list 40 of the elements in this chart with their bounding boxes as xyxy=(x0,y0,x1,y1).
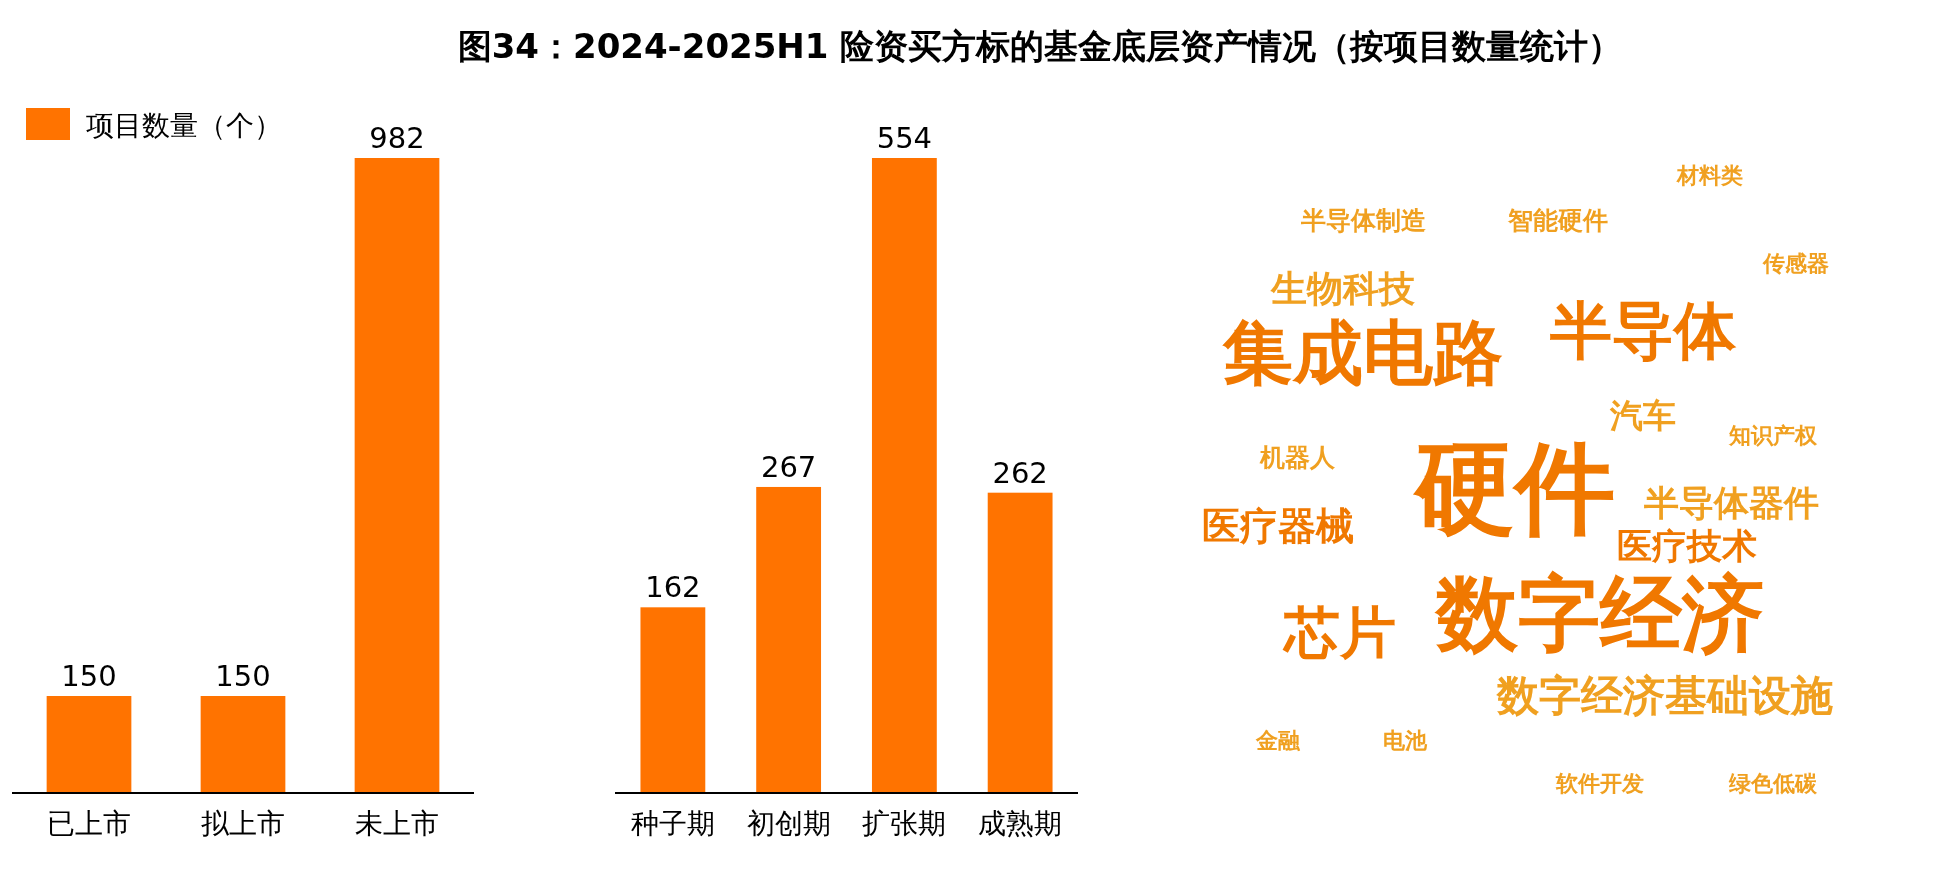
text: 半导体 xyxy=(1549,294,1737,368)
text: 金融 xyxy=(1255,727,1301,753)
text: 数字经济基础设施 xyxy=(1496,671,1833,721)
x-tick-label: 初创期 xyxy=(746,807,831,840)
text: 传感器 xyxy=(1762,250,1829,276)
x-tick-label: 拟上市 xyxy=(201,807,285,840)
data-label: 162 xyxy=(645,570,701,605)
text: 软件开发 xyxy=(1555,770,1644,796)
x-tick-label: 种子期 xyxy=(630,807,715,840)
text: 半导体制造 xyxy=(1299,206,1426,235)
x-tick-label: 扩张期 xyxy=(862,807,947,840)
text: 生物科技 xyxy=(1270,267,1415,309)
bar xyxy=(871,158,937,793)
text: 集成电路 xyxy=(1222,312,1503,395)
x-tick-label: 未上市 xyxy=(355,807,439,840)
text: 数字经济 xyxy=(1434,565,1764,661)
data-label: 982 xyxy=(369,121,425,155)
text: 知识产权 xyxy=(1728,422,1818,448)
text: 电池 xyxy=(1383,727,1428,753)
text: 智能硬件 xyxy=(1507,206,1608,235)
x-tick-label: 已上市 xyxy=(47,807,131,840)
legend-label: 项目数量（个） xyxy=(86,109,282,142)
text: 机器人 xyxy=(1258,443,1336,472)
text: 绿色低碳 xyxy=(1728,770,1818,796)
text: 医疗器械 xyxy=(1202,503,1354,548)
data-label: 262 xyxy=(992,455,1048,490)
bar xyxy=(756,486,822,793)
text: 医疗技术 xyxy=(1617,525,1757,566)
data-label: 554 xyxy=(876,121,933,155)
x-tick-label: 成熟期 xyxy=(978,807,1063,840)
bar xyxy=(640,607,706,793)
text: 汽车 xyxy=(1609,395,1676,435)
text: 半导体器件 xyxy=(1642,482,1819,523)
chart-title: 图34：2024-2025H1 险资买方标的基金底层资产情况（按项目数量统计） xyxy=(457,26,1623,66)
text: 材料类 xyxy=(1676,162,1743,188)
bar xyxy=(987,492,1053,793)
data-label: 267 xyxy=(760,449,817,484)
data-label: 150 xyxy=(61,659,117,693)
text: 芯片 xyxy=(1282,600,1396,666)
data-label: 150 xyxy=(215,659,271,693)
